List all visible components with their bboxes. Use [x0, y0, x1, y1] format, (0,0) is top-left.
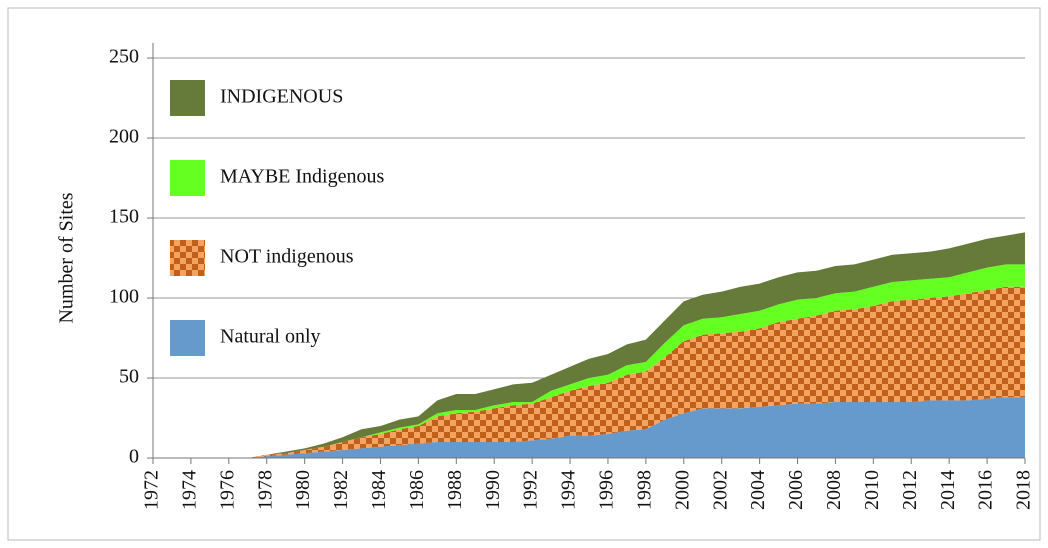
x-tick-label: 1992: [520, 470, 542, 510]
x-tick-label: 1972: [141, 470, 163, 510]
legend-label: MAYBE Indigenous: [220, 166, 384, 188]
area: [153, 397, 1025, 458]
y-tick-label: 150: [109, 206, 139, 228]
x-tick-label: 1980: [292, 470, 314, 510]
y-tick-label: 100: [109, 286, 139, 308]
y-tick-label: 50: [119, 366, 139, 388]
area: [153, 286, 1025, 458]
legend-swatch: [170, 320, 205, 356]
x-tick-label: 1998: [633, 470, 655, 510]
legend-label: INDIGENOUS: [220, 86, 343, 108]
y-tick-label: 0: [129, 446, 139, 468]
x-tick-label: 2010: [861, 470, 883, 510]
x-tick-label: 2008: [823, 470, 845, 510]
legend-swatch: [170, 240, 205, 276]
y-tick-label: 250: [109, 46, 139, 68]
x-tick-label: 1996: [596, 470, 618, 510]
x-tick-label: 2018: [1013, 470, 1035, 510]
x-tick-label: 1994: [558, 470, 580, 510]
legend-swatch: [170, 80, 205, 116]
x-tick-label: 2004: [747, 470, 769, 510]
y-axis-label: Number of Sites: [56, 192, 78, 323]
x-tick-label: 2000: [671, 470, 693, 510]
x-tick-label: 1978: [254, 470, 276, 510]
x-tick-label: 1984: [368, 470, 390, 510]
x-tick-label: 1974: [179, 470, 201, 510]
x-tick-label: 1982: [330, 470, 352, 510]
x-tick-label: 2002: [709, 470, 731, 510]
x-tick-label: 1986: [406, 470, 428, 510]
x-tick-label: 2016: [975, 470, 997, 510]
x-tick-label: 2006: [785, 470, 807, 510]
x-tick-label: 1976: [216, 470, 238, 510]
x-tick-label: 1990: [482, 470, 504, 510]
x-tick-label: 1988: [444, 470, 466, 510]
legend-label: Natural only: [220, 326, 321, 348]
x-tick-label: 2012: [899, 470, 921, 510]
area: [153, 264, 1025, 458]
legend-label: NOT indigenous: [220, 246, 354, 268]
area: [153, 232, 1025, 458]
legend-swatch: [170, 160, 205, 196]
y-tick-label: 200: [109, 126, 139, 148]
x-tick-label: 2014: [937, 470, 959, 510]
